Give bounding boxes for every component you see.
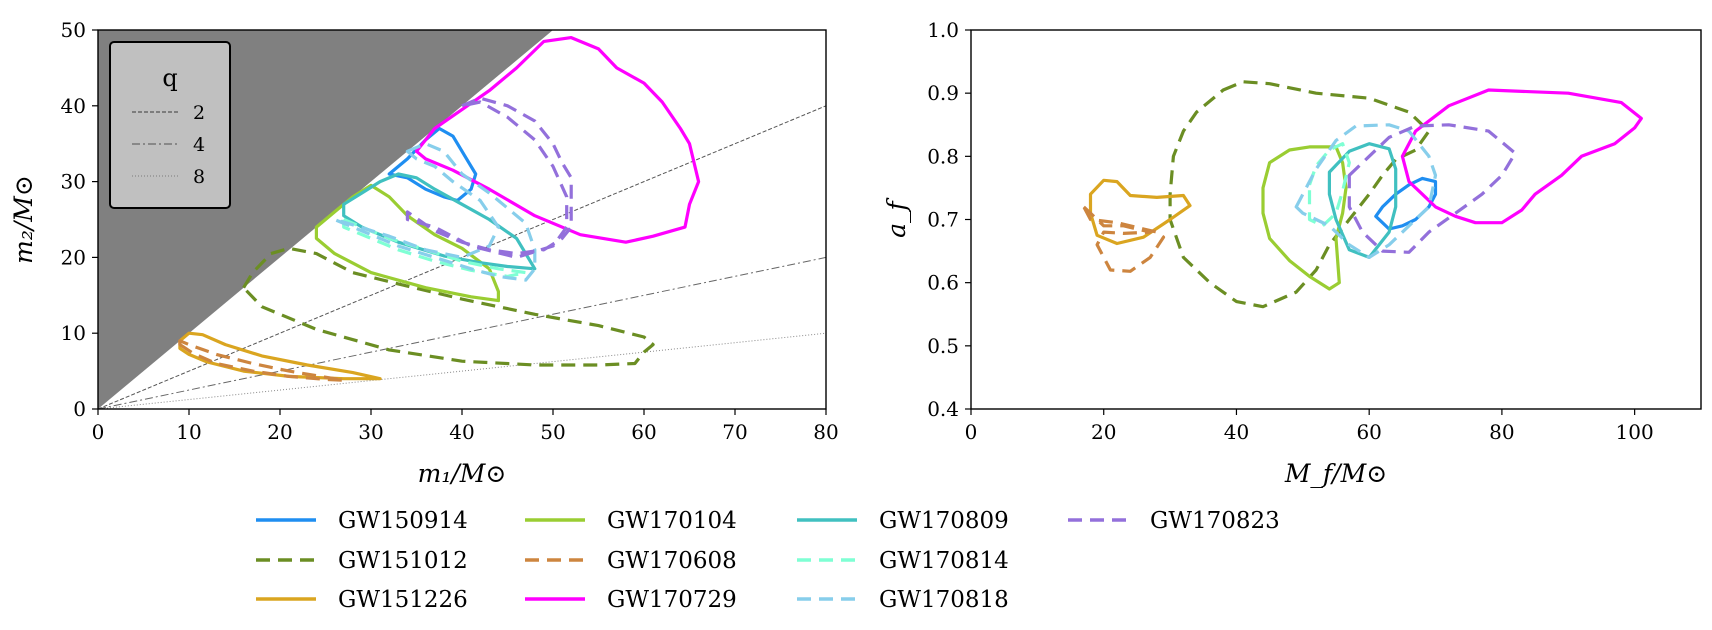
x-tick-label: 30: [358, 420, 383, 444]
legend-label: GW170608: [607, 548, 737, 574]
x-tick-label: 60: [1356, 420, 1381, 444]
contour-gw170814: [342, 217, 528, 278]
panel-left-mass-plane: 0 10 20 30 40 50 60 70 80 0 10 20 30 40 50 m₁/M⊙ m₂/M⊙ q2…: [9, 18, 839, 488]
q-legend-label: 8: [193, 166, 205, 188]
contour-gw151226: [178, 331, 382, 381]
contour-gw151012: [1168, 80, 1431, 309]
legend-item-gw170608: GW170608: [525, 548, 737, 574]
legend-label: GW170818: [879, 587, 1009, 613]
x-axis-label: m₁/M⊙: [418, 459, 507, 488]
y-tick-label: 20: [61, 245, 86, 269]
x-tick-label: 40: [1224, 420, 1249, 444]
legend-item-gw170818: GW170818: [797, 587, 1009, 613]
q-line-2: [98, 105, 826, 409]
contour-gw151012: [242, 246, 655, 367]
y-tick-label: 10: [61, 321, 86, 345]
legend-item-gw170823: GW170823: [1068, 508, 1280, 534]
contour-gw170823: [405, 96, 573, 259]
legend-label: GW170729: [607, 587, 737, 613]
legend-item-gw170809: GW170809: [797, 508, 1009, 534]
x-tick-label: 0: [965, 420, 978, 444]
legend-label: GW170823: [1150, 508, 1280, 534]
legend-label: GW170104: [607, 508, 737, 534]
contour-gw170729: [1400, 88, 1643, 225]
q-legend-box: [109, 41, 231, 209]
contour-gw170104: [314, 183, 500, 303]
x-tick-label: 10: [176, 420, 201, 444]
x-tick-label: 60: [631, 420, 656, 444]
y-tick-label: 0.5: [927, 334, 959, 358]
y-tick-label: 40: [61, 94, 86, 118]
x-tick-label: 70: [722, 420, 747, 444]
x-tick-label: 100: [1616, 420, 1654, 444]
legend-item-gw170814: GW170814: [797, 548, 1009, 574]
contour-gw170823: [1347, 123, 1517, 254]
legend-item-gw150914: GW150914: [256, 508, 468, 534]
q-line-8: [98, 332, 826, 409]
y-tick-label: 0: [73, 397, 86, 421]
y-tick-label: 0.4: [927, 397, 959, 421]
q-legend-title: q: [162, 64, 177, 92]
legend-item-gw151012: GW151012: [256, 548, 468, 574]
contour-gw150914: [1374, 176, 1438, 231]
contour-gw170608: [178, 339, 346, 382]
legend-label: GW150914: [338, 508, 468, 534]
contour-gw170818: [1294, 123, 1438, 259]
contour-gw170608: [1082, 205, 1166, 273]
y-tick-label: 30: [61, 170, 86, 194]
y-tick-label: 0.6: [927, 271, 959, 295]
panel-right-final-mass-spin: 0 20 40 60 80 100 0.4 0.5 0.6 0.7 0.8 0.9 1.0 M_f/M⊙ a…: [882, 18, 1702, 488]
y-axis-label: a_f: [882, 197, 911, 237]
y-axis-label: m₂/M⊙: [9, 175, 38, 264]
y-tick-label: 50: [61, 18, 86, 42]
q-legend: q2 4 8: [109, 41, 231, 209]
legend-label: GW151226: [338, 587, 468, 613]
x-tick-label: 80: [813, 420, 838, 444]
y-tick-label: 0.8: [927, 144, 959, 168]
q-legend-label: 4: [193, 134, 205, 156]
y-tick-label: 1.0: [927, 18, 959, 42]
x-axis-label: M_f/M⊙: [1284, 459, 1387, 488]
x-tick-label: 20: [267, 420, 292, 444]
contour-gw151226: [1088, 178, 1192, 246]
x-tick-label: 40: [449, 420, 474, 444]
contour-gw170729: [414, 36, 701, 244]
figure-legend: GW150914 GW151012 GW151226 GW170104 GW170608…: [256, 508, 1280, 613]
legend-item-gw151226: GW151226: [256, 587, 468, 613]
contour-gw170818: [333, 142, 537, 282]
y-tick-label: 0.9: [927, 81, 959, 105]
plot-area: [1082, 80, 1643, 309]
legend-label: GW170814: [879, 548, 1009, 574]
x-tick-label: 20: [1091, 420, 1116, 444]
x-tick-label: 80: [1489, 420, 1514, 444]
legend-item-gw170729: GW170729: [525, 587, 737, 613]
x-tick-label: 50: [540, 420, 565, 444]
contour-gw170104: [1261, 145, 1348, 291]
legend-item-gw170104: GW170104: [525, 508, 737, 534]
legend-label: GW170809: [879, 508, 1009, 534]
legend-label: GW151012: [338, 548, 468, 574]
q-line-4: [98, 256, 826, 409]
x-tick-label: 0: [92, 420, 105, 444]
contour-gw170809: [1327, 142, 1398, 259]
q-legend-label: 2: [193, 102, 205, 124]
y-tick-label: 0.7: [927, 208, 959, 232]
